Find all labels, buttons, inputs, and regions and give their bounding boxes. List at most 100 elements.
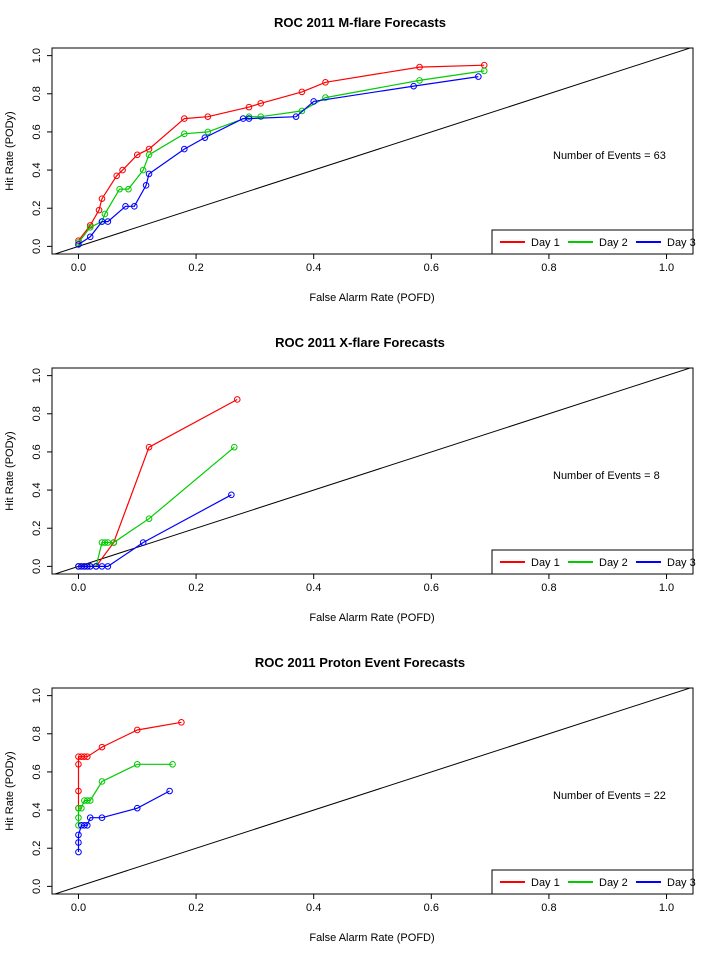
data-point xyxy=(416,63,423,71)
data-point xyxy=(75,237,82,244)
series-day-1 xyxy=(75,719,185,812)
x-tick-label: 0.8 xyxy=(541,582,556,594)
x-axis-label: False Alarm Rate (POFD) xyxy=(309,292,434,304)
x-tick-label: 0.0 xyxy=(71,902,86,914)
series-line xyxy=(78,76,479,246)
x-tick-label: 0.6 xyxy=(424,582,439,594)
data-point xyxy=(75,804,82,812)
x-tick-label: 0.8 xyxy=(541,902,556,914)
legend-label: Day 1 xyxy=(531,237,560,249)
chart-svg: ROC 2011 Proton Event Forecasts 0.0 0.2 0.4… xyxy=(4,655,696,944)
data-point xyxy=(322,94,329,101)
data-point xyxy=(204,113,212,120)
legend-label: Day 3 xyxy=(667,877,696,889)
data-point xyxy=(145,443,153,451)
y-tick-label: 0.8 xyxy=(31,86,43,101)
x-tick-label: 0.6 xyxy=(424,902,439,914)
legend-label: Day 2 xyxy=(599,557,628,569)
plot-frame xyxy=(51,687,694,895)
chart-panel-x-flare: ROC 2011 X-flare Forecasts 0.0 0.2 0.4 0.6 0.… xyxy=(0,320,720,640)
diagonal-reference-line xyxy=(53,368,692,574)
data-point xyxy=(245,113,253,120)
y-tick-label: 0.4 xyxy=(31,162,43,177)
data-point xyxy=(131,203,138,210)
data-point xyxy=(166,787,173,795)
data-point xyxy=(181,145,188,153)
data-point xyxy=(178,719,185,726)
legend-label: Day 2 xyxy=(599,237,628,249)
chart-title: ROC 2011 X-flare Forecasts xyxy=(275,335,445,350)
data-point xyxy=(322,79,329,86)
series-line xyxy=(78,446,235,567)
data-point xyxy=(257,113,265,120)
data-point xyxy=(228,491,235,499)
y-tick-label: 0.8 xyxy=(31,406,43,421)
y-tick-label: 0.2 xyxy=(31,521,43,536)
data-point xyxy=(122,203,129,210)
series-line xyxy=(77,763,173,826)
x-tick-label: 0.4 xyxy=(306,582,321,594)
data-point xyxy=(142,182,150,189)
y-tick-label: 0.6 xyxy=(31,444,43,459)
data-point xyxy=(231,443,238,451)
number-of-events-annotation: Number of Events = 63 xyxy=(553,150,666,162)
data-point xyxy=(75,839,82,846)
data-point xyxy=(101,210,109,218)
plot-frame xyxy=(51,47,694,255)
diagonal-reference-line xyxy=(53,688,692,894)
data-point xyxy=(139,539,147,546)
data-point xyxy=(83,822,91,829)
chart-title: ROC 2011 Proton Event Forecasts xyxy=(255,655,465,670)
data-point xyxy=(133,726,141,734)
x-tick-label: 1.0 xyxy=(659,902,674,914)
series-day-3 xyxy=(75,787,173,856)
y-tick-label: 0.8 xyxy=(31,726,43,741)
y-tick-label: 0.0 xyxy=(31,239,43,254)
data-point xyxy=(113,172,120,180)
x-tick-label: 0.6 xyxy=(424,262,439,274)
data-point xyxy=(83,563,91,570)
legend: Day 1 Day 2 Day 3 xyxy=(491,869,696,895)
y-axis-label: Hit Rate (PODy) xyxy=(4,111,16,190)
y-tick-label: 0.0 xyxy=(31,559,43,574)
legend-label: Day 1 xyxy=(531,877,560,889)
data-point xyxy=(86,814,94,822)
data-point xyxy=(75,831,82,839)
y-tick-label: 0.0 xyxy=(31,879,43,894)
data-point xyxy=(101,539,109,546)
data-point xyxy=(75,241,82,248)
data-point xyxy=(95,206,103,214)
y-tick-label: 0.2 xyxy=(31,841,43,856)
data-point xyxy=(110,539,118,546)
x-tick-label: 0.2 xyxy=(188,262,203,274)
data-point xyxy=(86,233,94,241)
x-axis-label: False Alarm Rate (POFD) xyxy=(309,612,434,624)
data-point xyxy=(139,166,147,174)
data-point xyxy=(116,185,123,193)
diagonal-reference-line xyxy=(53,48,692,254)
x-tick-label: 1.0 xyxy=(659,582,674,594)
plot-frame xyxy=(51,367,694,575)
series-line xyxy=(78,64,485,241)
chart-title: ROC 2011 M-flare Forecasts xyxy=(274,15,446,30)
series-day-1 xyxy=(75,396,241,570)
data-point xyxy=(245,115,253,122)
data-point xyxy=(181,115,188,122)
data-point xyxy=(98,743,106,751)
data-point xyxy=(125,185,132,193)
legend: Day 1 Day 2 Day 3 xyxy=(491,229,696,255)
data-point xyxy=(86,223,94,231)
series-day-2 xyxy=(75,67,488,246)
series-day-2 xyxy=(75,443,238,570)
data-point xyxy=(83,753,91,760)
data-point xyxy=(201,134,209,141)
data-point xyxy=(480,67,488,75)
data-point xyxy=(119,166,126,174)
y-tick-label: 0.4 xyxy=(31,802,43,817)
data-point xyxy=(169,760,176,768)
y-tick-label: 0.4 xyxy=(31,482,43,497)
legend-label: Day 3 xyxy=(667,237,696,249)
series-day-3 xyxy=(75,73,482,248)
data-point xyxy=(181,130,188,138)
number-of-events-annotation: Number of Events = 22 xyxy=(553,790,666,802)
